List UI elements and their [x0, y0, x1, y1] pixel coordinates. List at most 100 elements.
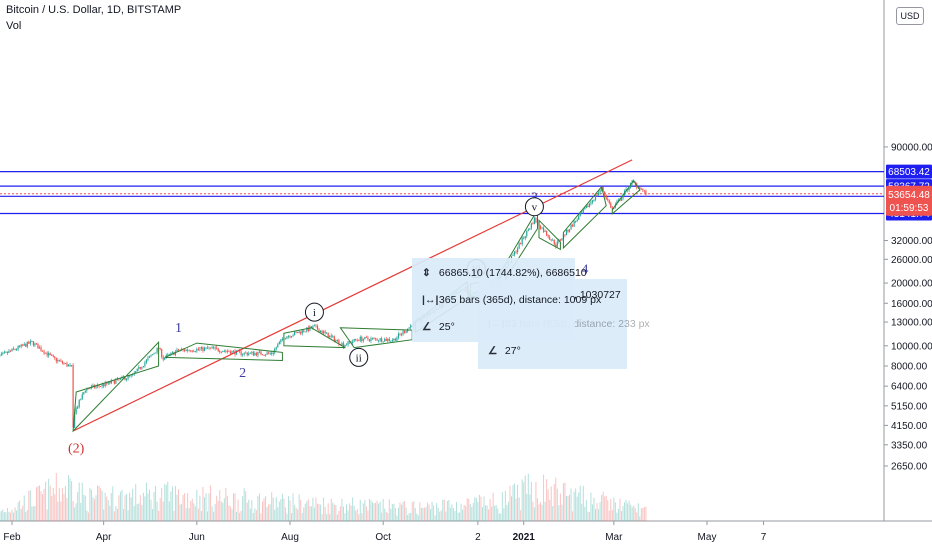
volume-bar: [98, 485, 100, 521]
volume-bar: [587, 511, 589, 521]
volume-bar: [147, 493, 149, 521]
volume-bar: [364, 499, 366, 521]
volume-bar: [127, 510, 129, 521]
volume-bar: [258, 493, 260, 521]
volume-bar: [573, 491, 575, 521]
angle-icon: ∠: [488, 345, 498, 357]
candle-body: [37, 343, 39, 349]
volume-bar: [402, 502, 404, 521]
volume-indicator-label[interactable]: Vol: [6, 20, 22, 32]
volume-bar: [350, 505, 352, 521]
volume-bar: [112, 486, 114, 521]
wave-label-circle: [304, 302, 324, 322]
volume-bar: [552, 506, 554, 521]
x-tick-label: Aug: [281, 532, 299, 543]
candle-body: [113, 380, 115, 384]
candle-body: [110, 380, 112, 384]
candle-body: [280, 339, 282, 343]
candle-body: [248, 353, 250, 355]
candle-body: [48, 353, 50, 356]
candle-body: [211, 347, 213, 349]
volume-bar: [549, 499, 551, 521]
volume-bar: [339, 506, 341, 521]
volume-bar: [562, 483, 564, 521]
candle-body: [301, 330, 303, 334]
volume-bar: [578, 492, 580, 521]
volume-bar: [419, 502, 421, 521]
currency-button[interactable]: USD: [896, 7, 924, 25]
volume-bar: [527, 473, 529, 521]
candle-body: [387, 338, 389, 341]
pattern-channel: [283, 327, 346, 349]
volume-bar: [514, 483, 516, 521]
candle-body: [300, 331, 302, 334]
volume-bar: [139, 495, 141, 521]
volume-bar: [356, 508, 358, 521]
volume-bar: [575, 488, 577, 521]
candle-body: [284, 338, 287, 340]
candle-body: [188, 350, 190, 352]
volume-bar: [248, 499, 250, 521]
volume-bar: [6, 507, 8, 521]
current-price-box: [886, 185, 932, 216]
candle-body: [405, 331, 407, 333]
volume-bar: [97, 485, 99, 521]
volume-bar: [591, 504, 593, 521]
candle-body: [400, 334, 403, 336]
candle-body: [521, 237, 523, 245]
candle-body: [390, 340, 392, 342]
volume-bar: [510, 496, 512, 521]
candle-body: [530, 223, 532, 229]
volume-bar: [619, 498, 621, 521]
volume-bar: [116, 508, 118, 521]
volume-bar: [190, 501, 192, 521]
candle-body: [200, 347, 203, 349]
volume-bar: [135, 483, 137, 521]
candle-body: [161, 349, 163, 357]
volume-bar: [550, 486, 552, 521]
candle-body: [602, 186, 604, 192]
candle-body: [168, 354, 170, 356]
volume-bar: [411, 502, 413, 521]
candle-body: [565, 229, 568, 236]
candle-body: [578, 216, 580, 220]
volume-bar: [310, 506, 312, 521]
candle-body: [342, 343, 345, 348]
volume-bar: [627, 503, 629, 521]
candle-body: [260, 351, 262, 355]
candle-body: [313, 325, 316, 327]
volume-bar: [504, 490, 506, 521]
candle-body: [58, 359, 60, 361]
volume-bar: [440, 510, 442, 521]
volume-bar: [277, 507, 279, 521]
pattern-channel: [562, 185, 607, 250]
candle-body: [43, 351, 45, 354]
candle-body: [326, 332, 328, 334]
volume-bar: [593, 497, 595, 521]
volume-bar: [607, 500, 609, 521]
volume-bar: [581, 503, 583, 521]
candle-body: [5, 351, 7, 353]
candle-body: [281, 338, 283, 340]
candle-body: [541, 227, 543, 229]
candle-body: [368, 339, 371, 341]
volume-bar: [90, 489, 92, 521]
price-range-icon: ⇕: [422, 267, 431, 279]
volume-bar: [251, 500, 253, 521]
volume-bar: [448, 500, 450, 521]
volume-bar: [501, 492, 503, 521]
volume-bar: [81, 482, 83, 521]
volume-bar: [598, 509, 600, 521]
candle-body: [242, 354, 244, 356]
volume-bar: [199, 495, 201, 521]
candle-body: [559, 239, 561, 241]
candle-body: [642, 188, 644, 191]
volume-bar: [326, 514, 328, 521]
volume-bar: [16, 510, 18, 521]
candle-body: [142, 366, 144, 368]
volume-bar: [281, 493, 283, 521]
volume-bar: [535, 481, 537, 521]
volume-bar: [301, 513, 303, 521]
volume-bar: [376, 500, 378, 521]
